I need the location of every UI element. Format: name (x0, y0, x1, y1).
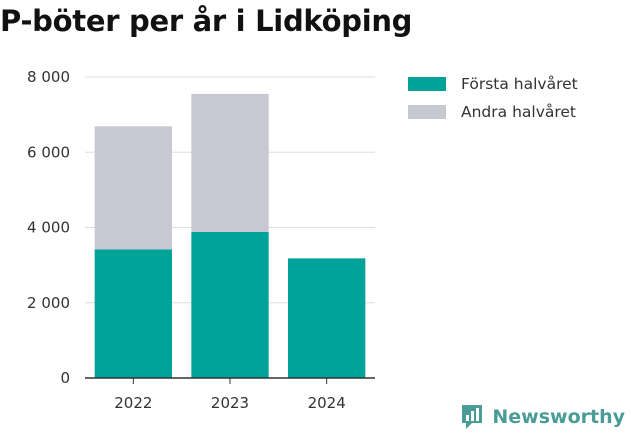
chart-title: P-böter per år i Lidköping (0, 4, 413, 38)
bar-segment (191, 232, 269, 378)
y-tick-label: 4 000 (27, 219, 70, 237)
x-axis (85, 377, 375, 384)
x-tick-label: 2022 (114, 394, 152, 412)
x-tick-label: 2024 (308, 394, 346, 412)
bar-segment (191, 93, 269, 233)
tick-labels: 0 2 000 4 000 6 000 8 000 2022 2023 2024 (27, 68, 346, 412)
newsworthy-logo-icon (462, 405, 483, 429)
bar-segment (94, 249, 172, 378)
legend-label: Första halvåret (461, 75, 578, 93)
y-tick-label: 2 000 (27, 294, 70, 312)
bars (94, 93, 366, 378)
y-tick-label: 6 000 (27, 143, 70, 161)
y-tick-label: 8 000 (27, 68, 70, 86)
brand-logo: Newsworthy (460, 403, 625, 431)
x-tick-label: 2023 (211, 394, 249, 412)
legend: Första halvåret Andra halvåret (408, 70, 578, 126)
legend-swatch (408, 105, 446, 119)
bar-segment (94, 126, 172, 250)
legend-swatch (408, 77, 446, 91)
bar-segment (288, 258, 366, 378)
y-tick-label: 0 (60, 369, 70, 387)
legend-item-andra-halvaret: Andra halvåret (408, 98, 578, 126)
legend-label: Andra halvåret (461, 103, 577, 121)
legend-item-forsta-halvaret: Första halvåret (408, 70, 578, 98)
brand-name: Newsworthy (492, 406, 625, 428)
